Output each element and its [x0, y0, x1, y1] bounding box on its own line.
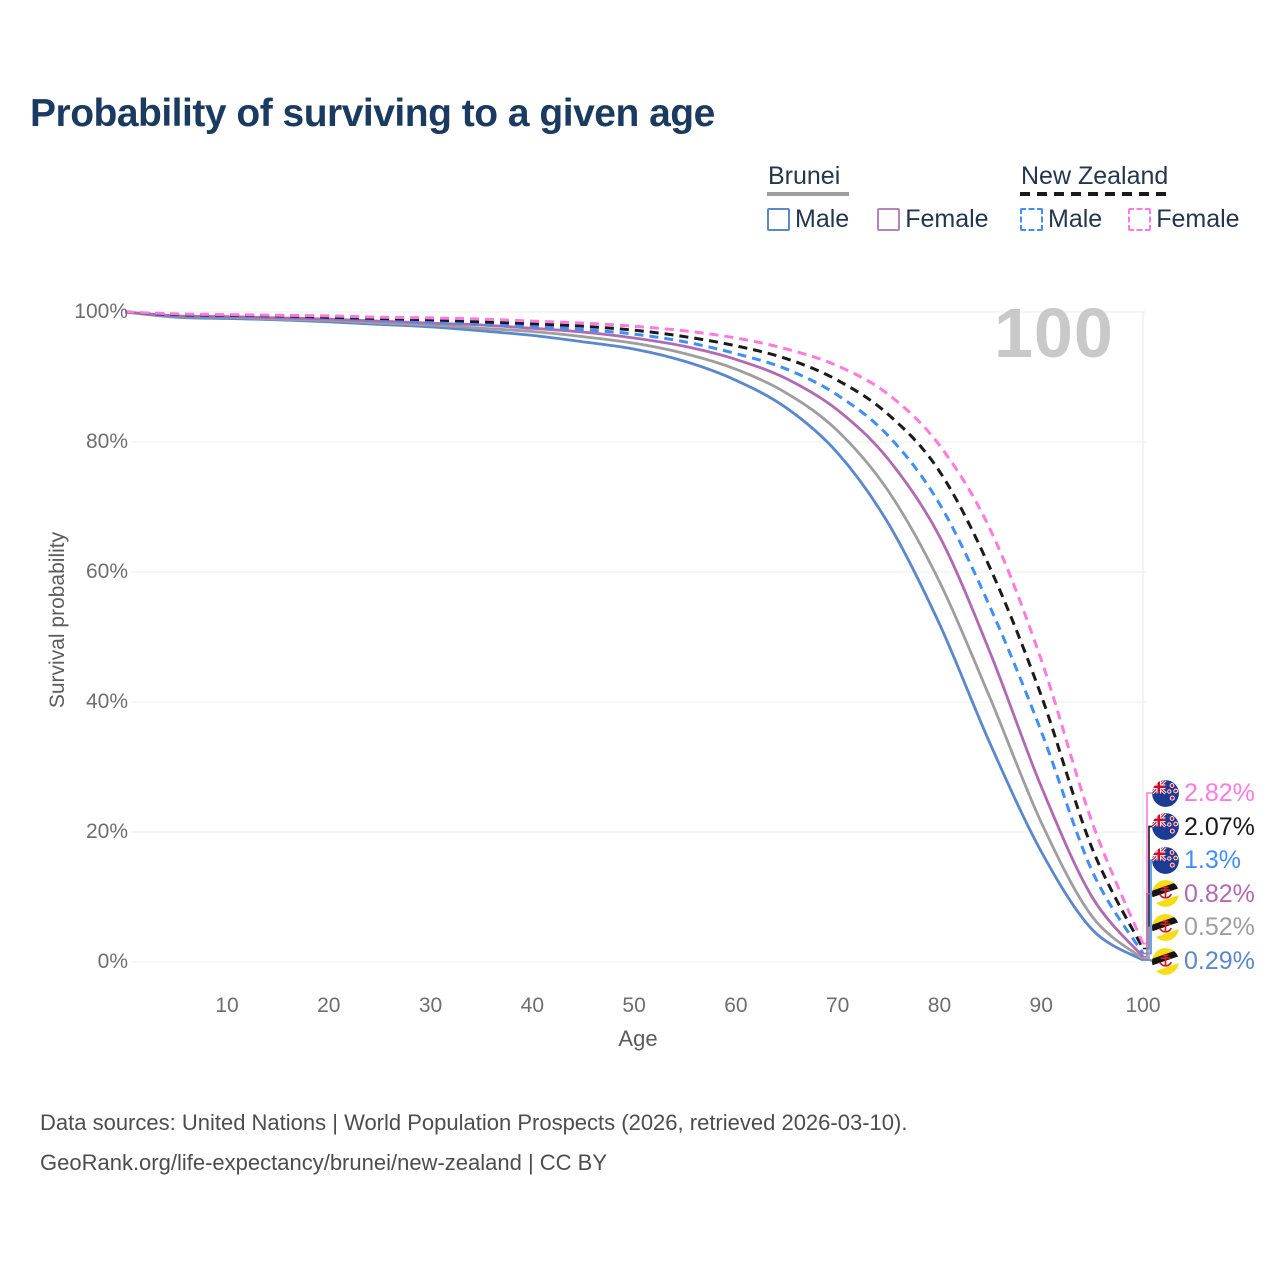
attribution-link-text[interactable]: GeoRank.org/life-expectancy/brunei/new-z… [40, 1150, 608, 1175]
new-zealand-female-swatch-icon [1128, 208, 1152, 231]
x-axis-title: Age [618, 1026, 658, 1051]
brunei-female-swatch-icon [877, 208, 901, 231]
legend-brunei-line-sample [767, 192, 849, 196]
legend-item-label: Male [795, 205, 850, 233]
legend-new-zealand-line-sample [1020, 192, 1170, 196]
curve-new-zealand[interactable] [125, 310, 1145, 950]
end-label-value: 0.52% [1184, 913, 1255, 942]
brunei-flag-icon [1152, 913, 1179, 941]
y-tick-80: 80% [85, 430, 128, 453]
curve-new-zealand-female[interactable] [125, 310, 1145, 945]
x-tick-40: 40 [520, 994, 544, 1017]
legend-item-brunei-male[interactable]: Male [767, 205, 849, 234]
age-counter-watermark: 100 [994, 294, 1114, 372]
brunei-flag-icon [1152, 947, 1179, 975]
end-label-value: 2.07% [1184, 812, 1255, 841]
end-label-row-new-zealand-female: 2.82% [1152, 779, 1255, 807]
end-label-row-brunei: 0.52% [1152, 913, 1255, 941]
curve-brunei-male[interactable] [125, 310, 1144, 962]
page-title: Probability of surviving to a given age [30, 92, 715, 135]
end-label-row-brunei-female: 0.82% [1152, 880, 1255, 908]
end-label-connector [1143, 959, 1152, 962]
new-zealand-flag-icon [1152, 813, 1179, 841]
end-label-value: 2.82% [1184, 779, 1255, 807]
x-tick-10: 10 [215, 994, 239, 1017]
x-tick-80: 80 [927, 994, 952, 1017]
x-tick-90: 90 [1029, 994, 1053, 1017]
legend-item-label: Female [1156, 205, 1240, 233]
data-sources-text: Data sources: United Nations | World Pop… [40, 1110, 908, 1135]
new-zealand-flag-icon [1152, 779, 1179, 807]
legend-item-label: Male [1048, 205, 1103, 233]
end-label-value: 0.29% [1184, 947, 1255, 975]
x-tick-50: 50 [622, 994, 646, 1017]
legend-item-brunei-female[interactable]: Female [877, 205, 989, 234]
y-tick-100: 100% [74, 300, 128, 323]
legend-group-new-zealand-label[interactable]: New Zealand [1021, 162, 1169, 190]
end-label-connector [1143, 926, 1152, 960]
new-zealand-flag-icon [1152, 846, 1179, 874]
x-tick-30: 30 [418, 994, 443, 1017]
y-tick-40: 40% [85, 690, 128, 713]
curve-brunei-female[interactable] [125, 310, 1145, 958]
x-tick-20: 20 [317, 994, 341, 1017]
curve-new-zealand-male[interactable] [125, 310, 1145, 955]
y-tick-0: 0% [97, 950, 128, 973]
legend-item-new-zealand-male[interactable]: Male [1020, 205, 1102, 234]
x-tick-100: 100 [1125, 994, 1161, 1017]
x-tick-70: 70 [825, 994, 850, 1017]
end-label-value: 0.82% [1184, 879, 1255, 908]
legend-item-label: Female [905, 205, 989, 233]
end-label-row-new-zealand: 2.07% [1152, 813, 1255, 841]
legend-group-brunei-label[interactable]: Brunei [768, 162, 841, 190]
end-label-row-new-zealand-male: 1.3% [1152, 846, 1241, 874]
brunei-flag-icon [1152, 880, 1179, 908]
legend-item-new-zealand-female[interactable]: Female [1128, 205, 1240, 234]
end-label-connector [1143, 893, 1152, 958]
end-label-connector [1143, 792, 1152, 945]
end-label-connector [1143, 825, 1152, 950]
y-tick-60: 60% [85, 560, 128, 583]
x-tick-60: 60 [724, 994, 748, 1017]
curve-brunei[interactable] [125, 310, 1144, 960]
new-zealand-male-swatch-icon [1020, 208, 1043, 231]
end-label-row-brunei-male: 0.29% [1152, 947, 1255, 975]
y-tick-20: 20% [85, 820, 128, 843]
end-label-value: 1.3% [1184, 846, 1241, 875]
brunei-male-swatch-icon [767, 208, 790, 231]
